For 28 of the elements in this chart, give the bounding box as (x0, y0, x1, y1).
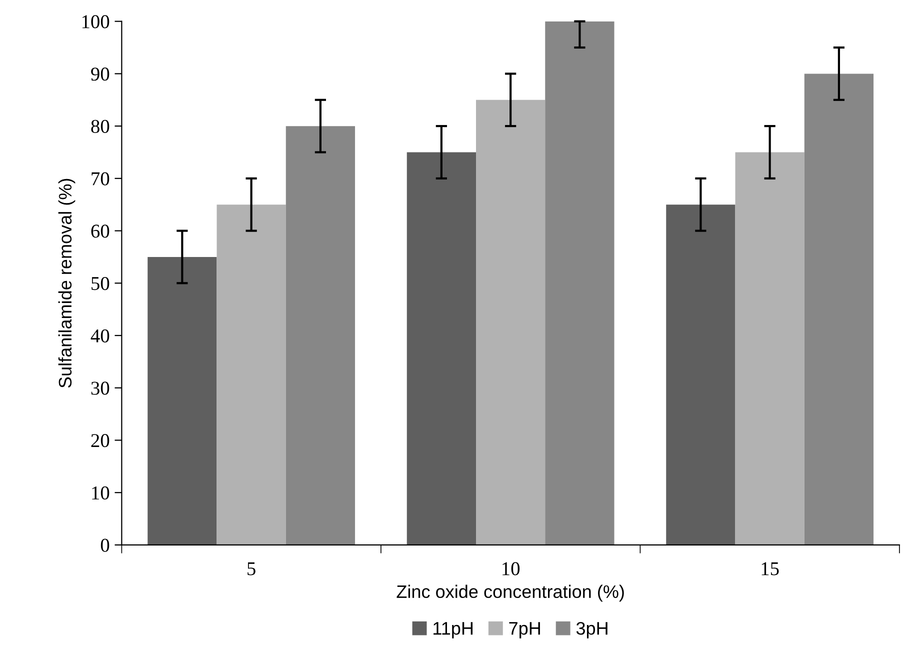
x-tick-label: 10 (502, 562, 520, 576)
legend-label: 11pH (434, 622, 473, 638)
bar (216, 204, 286, 545)
y-tick-label: 90 (91, 68, 110, 81)
bar (804, 74, 874, 545)
y-tick-label: 40 (90, 329, 110, 342)
bar (476, 100, 546, 545)
x-axis-title: Zinc oxide concentration (%) (396, 584, 624, 602)
legend-label: 7pH (509, 622, 540, 638)
y-tick-label: 80 (91, 120, 110, 133)
y-tick-label: 100 (82, 15, 110, 28)
x-tick-label: 5 (248, 562, 256, 576)
y-tick-label: 70 (92, 172, 110, 186)
bar (666, 204, 736, 545)
y-tick-label: 30 (91, 382, 110, 395)
y-tick-label: 20 (91, 434, 110, 448)
y-tick-label: 10 (92, 486, 110, 500)
y-axis-title: Sulfanilamide removal (%) (58, 178, 76, 388)
bar (148, 256, 217, 545)
bar (545, 21, 614, 545)
bar (735, 152, 804, 545)
bar (406, 152, 476, 545)
bar (286, 126, 356, 545)
legend-label: 3pH (576, 622, 608, 638)
x-tick-label: 15 (762, 562, 779, 576)
y-tick-label: 60 (91, 224, 110, 238)
y-tick-label: 0 (100, 538, 110, 552)
y-tick-label: 50 (92, 276, 110, 290)
